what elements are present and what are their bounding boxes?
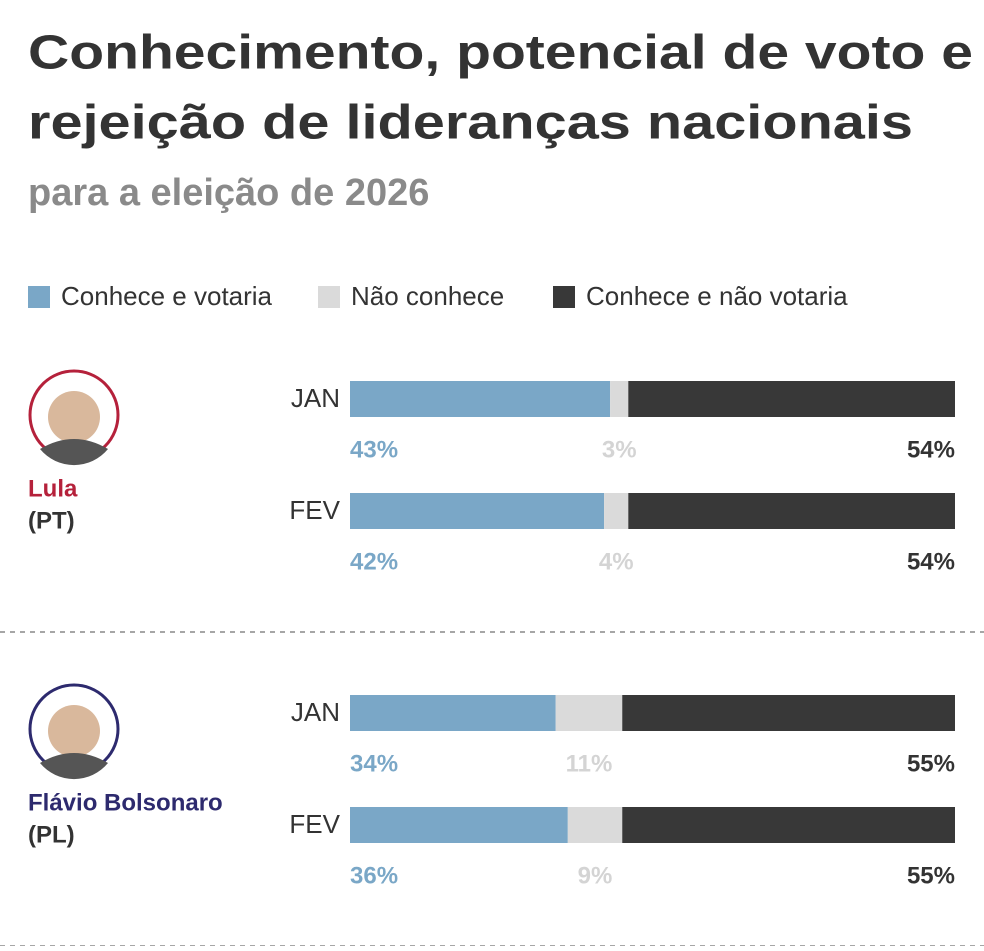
legend-label: Conhece e votaria bbox=[61, 281, 273, 311]
value-label: 55% bbox=[907, 862, 955, 889]
value-label: 36% bbox=[350, 862, 398, 889]
row-label: FEV bbox=[289, 809, 340, 839]
avatar-face bbox=[48, 391, 100, 443]
bar-segment bbox=[628, 493, 955, 529]
panel-name: Flávio Bolsonaro bbox=[28, 789, 223, 816]
bar-segment bbox=[628, 381, 955, 417]
value-label: 55% bbox=[907, 750, 955, 777]
row-label: JAN bbox=[291, 697, 340, 727]
value-label: 43% bbox=[350, 436, 398, 463]
value-label: 9% bbox=[578, 862, 613, 889]
panel-party: (PL) bbox=[28, 821, 75, 848]
value-label: 4% bbox=[599, 548, 634, 575]
bar-segment bbox=[350, 695, 556, 731]
value-label: 11% bbox=[566, 750, 613, 777]
bar-segment bbox=[567, 807, 623, 843]
chart-title: rejeição de lideranças nacionais bbox=[28, 97, 913, 150]
row-label: FEV bbox=[289, 495, 340, 525]
bar-segment bbox=[350, 493, 605, 529]
value-label: 54% bbox=[907, 548, 955, 575]
chart-subtitle: para a eleição de 2026 bbox=[28, 172, 429, 214]
bar-segment bbox=[622, 807, 955, 843]
bar-segment bbox=[555, 695, 623, 731]
panel-party: (PT) bbox=[28, 507, 75, 534]
avatar-body bbox=[40, 753, 108, 780]
panel-name: Lula bbox=[28, 475, 78, 502]
avatar-face bbox=[48, 705, 100, 757]
value-label: 54% bbox=[907, 436, 955, 463]
legend-swatch bbox=[28, 286, 50, 308]
avatar-body bbox=[40, 439, 108, 466]
bar-segment bbox=[604, 493, 629, 529]
bar-segment bbox=[610, 381, 629, 417]
value-label: 3% bbox=[602, 436, 637, 463]
bar-segment bbox=[350, 807, 568, 843]
legend-swatch bbox=[318, 286, 340, 308]
chart-title: Conhecimento, potencial de voto e bbox=[28, 27, 973, 80]
legend-swatch bbox=[553, 286, 575, 308]
legend-label: Conhece e não votaria bbox=[586, 281, 848, 311]
value-label: 42% bbox=[350, 548, 398, 575]
row-label: JAN bbox=[291, 383, 340, 413]
bar-segment bbox=[622, 695, 955, 731]
bar-segment bbox=[350, 381, 611, 417]
value-label: 34% bbox=[350, 750, 398, 777]
legend-label: Não conhece bbox=[351, 281, 504, 311]
